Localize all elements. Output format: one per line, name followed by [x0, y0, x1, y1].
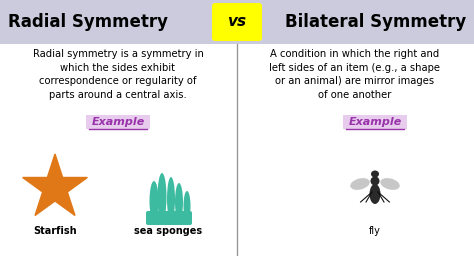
Ellipse shape — [380, 178, 400, 190]
Ellipse shape — [157, 173, 166, 221]
Ellipse shape — [175, 183, 183, 221]
Text: Radial symmetry is a symmetry in
which the sides exhibit
correspondence or regul: Radial symmetry is a symmetry in which t… — [33, 49, 203, 100]
Ellipse shape — [370, 184, 381, 204]
Ellipse shape — [183, 191, 191, 221]
Ellipse shape — [371, 170, 379, 177]
Text: sea sponges: sea sponges — [134, 226, 202, 236]
FancyBboxPatch shape — [0, 0, 474, 44]
Text: Starfish: Starfish — [33, 226, 77, 236]
Ellipse shape — [371, 176, 380, 186]
Text: vs: vs — [228, 15, 246, 29]
Text: fly: fly — [369, 226, 381, 236]
FancyBboxPatch shape — [212, 3, 262, 41]
Text: Bilateral Symmetry: Bilateral Symmetry — [285, 13, 466, 31]
FancyBboxPatch shape — [343, 115, 407, 129]
Text: A condition in which the right and
left sides of an item (e.g., a shape
or an an: A condition in which the right and left … — [270, 49, 440, 100]
Ellipse shape — [350, 178, 370, 190]
Text: Example: Example — [348, 117, 401, 127]
Ellipse shape — [149, 181, 158, 221]
FancyBboxPatch shape — [146, 211, 192, 225]
Polygon shape — [23, 154, 87, 216]
Ellipse shape — [167, 177, 175, 221]
Text: Example: Example — [91, 117, 145, 127]
Text: Radial Symmetry: Radial Symmetry — [8, 13, 168, 31]
FancyBboxPatch shape — [86, 115, 150, 129]
